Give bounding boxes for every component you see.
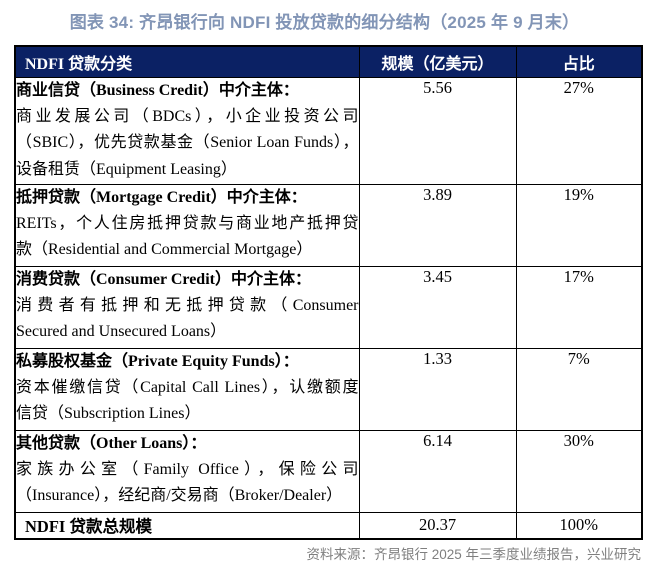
header-category: NDFI 贷款分类 — [14, 45, 360, 78]
category-line: 家族办公室（Family Office），保险公司 — [16, 460, 359, 478]
category-cell: 私募股权基金（Private Equity Funds）： 资本催缴信贷（Cap… — [14, 347, 360, 431]
table-row-mortgage-credit: 抵押贷款（Mortgage Credit）中介主体： REITs，个人住房抵押贷… — [14, 183, 643, 267]
category-title: 私募股权基金（Private Equity Funds）： — [16, 352, 299, 370]
share-value: 17% — [515, 265, 643, 349]
category-line: 资本催缴信贷（Capital Call Lines），认缴额度 — [16, 378, 359, 396]
category-line: 款（Residential and Commercial Mortgage） — [16, 241, 313, 259]
share-value: 7% — [515, 347, 643, 431]
total-label: NDFI 贷款总规模 — [14, 511, 360, 540]
scale-value: 5.56 — [358, 76, 517, 185]
category-title: 其他贷款（Other Loans）： — [16, 434, 207, 452]
ndfi-loan-table: NDFI 贷款分类 规模（亿美元） 占比 商业信贷（Business Credi… — [14, 45, 643, 540]
category-line: REITs，个人住房抵押贷款与商业地产抵押贷 — [16, 214, 359, 232]
table-row-private-equity-funds: 私募股权基金（Private Equity Funds）： 资本催缴信贷（Cap… — [14, 347, 643, 431]
scale-value: 3.89 — [358, 183, 517, 267]
category-title: 抵押贷款（Mortgage Credit）中介主体： — [16, 188, 307, 206]
scale-value: 6.14 — [358, 429, 517, 513]
category-line: （Insurance），经纪商/交易商（Broker/Dealer） — [16, 487, 343, 505]
scale-value: 1.33 — [358, 347, 517, 431]
category-line: 商业发展公司（BDCs），小企业投资公司 — [16, 107, 359, 125]
table-row-consumer-credit: 消费贷款（Consumer Credit）中介主体： 消费者有抵押和无抵押贷款（… — [14, 265, 643, 349]
category-line: 信贷（Subscription Lines） — [16, 405, 201, 423]
category-line: Secured and Unsecured Loans） — [16, 323, 227, 341]
share-value: 30% — [515, 429, 643, 513]
figure-title: 图表 34: 齐昂银行向 NDFI 投放贷款的细分结构（2025 年 9 月末） — [69, 13, 580, 32]
total-share-value: 100% — [515, 511, 643, 540]
category-title: 消费贷款（Consumer Credit）中介主体： — [16, 270, 311, 288]
header-share: 占比 — [515, 45, 643, 78]
table-row-other-loans: 其他贷款（Other Loans）： 家族办公室（Family Office），… — [14, 429, 643, 513]
category-cell: 消费贷款（Consumer Credit）中介主体： 消费者有抵押和无抵押贷款（… — [14, 265, 360, 349]
header-scale: 规模（亿美元） — [358, 45, 517, 78]
table-total-row: NDFI 贷款总规模 20.37 100% — [14, 511, 643, 540]
category-cell: 商业信贷（Business Credit）中介主体： 商业发展公司（BDCs），… — [14, 76, 360, 185]
scale-value: 3.45 — [358, 265, 517, 349]
share-value: 19% — [515, 183, 643, 267]
category-cell: 其他贷款（Other Loans）： 家族办公室（Family Office），… — [14, 429, 360, 513]
table-header-row: NDFI 贷款分类 规模（亿美元） 占比 — [14, 45, 643, 78]
category-line: 消费者有抵押和无抵押贷款（Consumer — [16, 296, 359, 314]
category-cell: 抵押贷款（Mortgage Credit）中介主体： REITs，个人住房抵押贷… — [14, 183, 360, 267]
source-note: 资料来源：齐昂银行 2025 年三季度业绩报告，兴业研究 — [306, 547, 641, 562]
category-title: 商业信贷（Business Credit）中介主体： — [16, 81, 299, 99]
total-scale-value: 20.37 — [358, 511, 517, 540]
category-line: （SBIC），优先贷款基金（Senior Loan Funds）， — [16, 134, 359, 152]
share-value: 27% — [515, 76, 643, 185]
table-row-business-credit: 商业信贷（Business Credit）中介主体： 商业发展公司（BDCs），… — [14, 76, 643, 185]
category-line: 设备租赁（Equipment Leasing） — [16, 160, 237, 178]
